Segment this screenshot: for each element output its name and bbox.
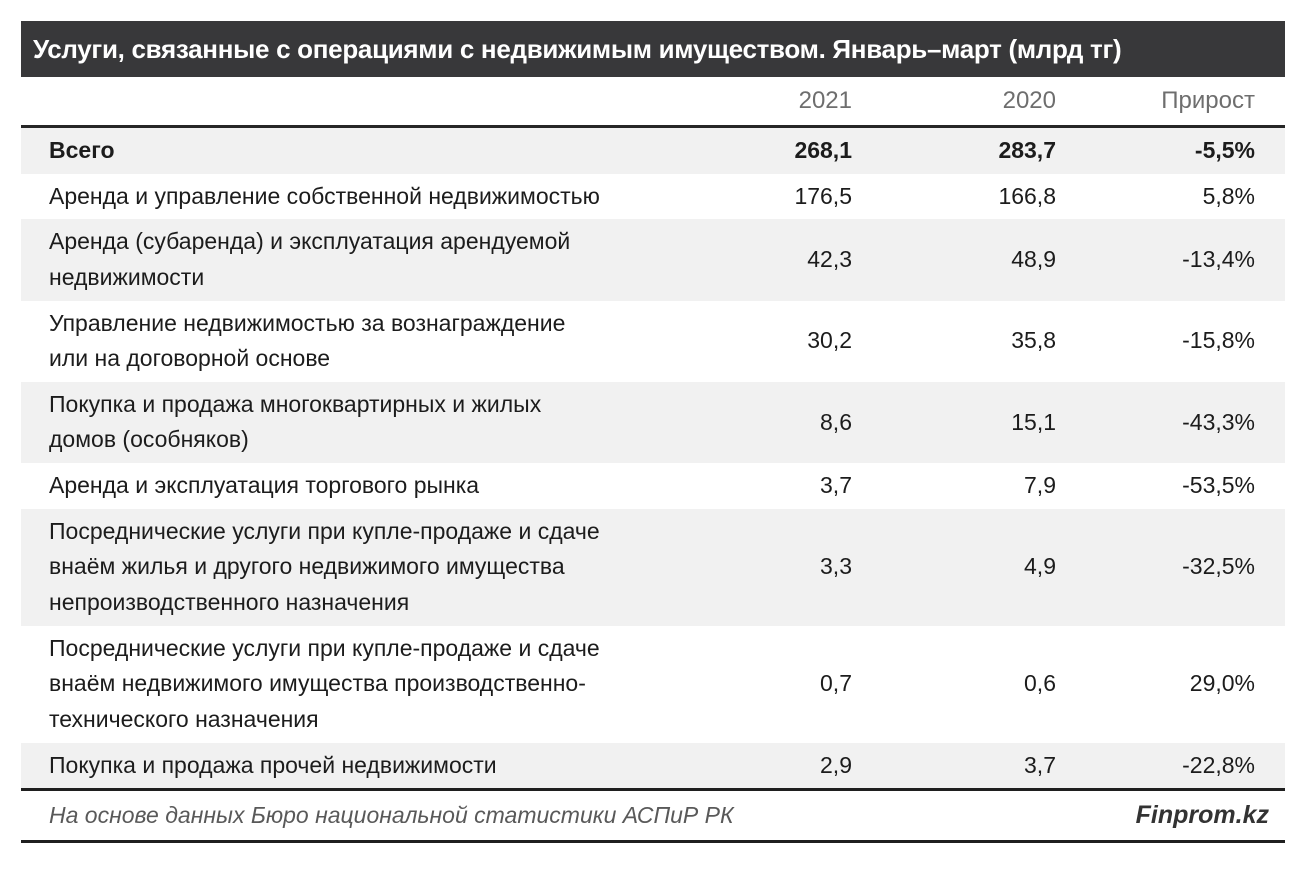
value-growth: -13,4% [1182,246,1255,273]
value-growth: -53,5% [1182,472,1255,499]
row-label: Аренда и управление собственной недвижим… [49,182,600,209]
table-row: Покупка и продажа многоквартирных и жилы… [21,381,1285,464]
value-2021: 3,3 [820,553,852,580]
row-label: Покупка и продажа прочей недвижимости [49,751,497,778]
column-header-2020: 2020 [1002,87,1056,114]
value-2021: 176,5 [794,182,852,209]
column-header-growth: Прирост [1161,87,1255,114]
value-2020: 166,8 [998,182,1056,209]
value-2021: 8,6 [820,408,852,435]
value-growth: 5,8% [1202,182,1255,209]
table-row: Посреднические услуги при купле-продаже … [21,626,1285,743]
value-2020: 3,7 [1024,751,1056,778]
page-title: Услуги, связанные с операциями с недвижи… [33,33,1122,64]
brand-logo: Finprom.kz [1135,801,1269,830]
table-row: Управление недвижимостью за вознагражден… [21,301,1285,382]
table-row-total: Всего 268,1 283,7 -5,5% [21,128,1285,174]
value-2020: 7,9 [1024,472,1056,499]
table-body: Всего 268,1 283,7 -5,5% Аренда и управле… [21,125,1285,792]
column-header-2021: 2021 [798,87,852,114]
row-label: Посреднические услуги при купле-продаже … [49,517,600,616]
row-label: Аренда (субаренда) и эксплуатация аренду… [49,228,571,290]
value-2020: 48,9 [1011,246,1056,273]
value-growth: -32,5% [1182,553,1255,580]
row-label: Посреднические услуги при купле-продаже … [49,634,600,732]
row-label: Управление недвижимостью за вознагражден… [49,309,566,372]
real-estate-services-table: Услуги, связанные с операциями с недвижи… [21,21,1285,844]
table-row: Покупка и продажа прочей недвижимости 2,… [21,742,1285,789]
source-note: На основе данных Бюро национальной стати… [49,802,734,829]
row-label: Всего [49,137,115,163]
table-row: Посреднические услуги при купле-продаже … [21,508,1285,626]
value-2021: 42,3 [807,246,852,273]
table-row: Аренда (субаренда) и эксплуатация аренду… [21,219,1285,301]
value-2021: 2,9 [820,751,852,778]
value-2020: 283,7 [998,137,1056,163]
value-2021: 0,7 [820,670,852,697]
value-growth: 29,0% [1189,670,1255,697]
footer: На основе данных Бюро национальной стати… [21,791,1285,844]
row-label: Аренда и эксплуатация торгового рынка [49,472,480,499]
table-row: Аренда и управление собственной недвижим… [21,174,1285,220]
value-2020: 0,6 [1024,670,1056,697]
value-growth: -15,8% [1182,327,1255,354]
value-growth: -22,8% [1182,751,1255,778]
value-growth: -5,5% [1194,137,1255,163]
value-2020: 4,9 [1024,553,1056,580]
title-bar: Услуги, связанные с операциями с недвижи… [21,21,1285,77]
table-row: Аренда и эксплуатация торгового рынка 3,… [21,463,1285,509]
value-2021: 3,7 [820,472,852,499]
value-2020: 15,1 [1011,408,1056,435]
value-2021: 30,2 [807,327,852,354]
table-header-row: 2021 2020 Прирост [21,77,1285,125]
value-2021: 268,1 [794,137,852,163]
value-growth: -43,3% [1182,408,1255,435]
row-label: Покупка и продажа многоквартирных и жилы… [49,390,542,453]
value-2020: 35,8 [1011,327,1056,354]
